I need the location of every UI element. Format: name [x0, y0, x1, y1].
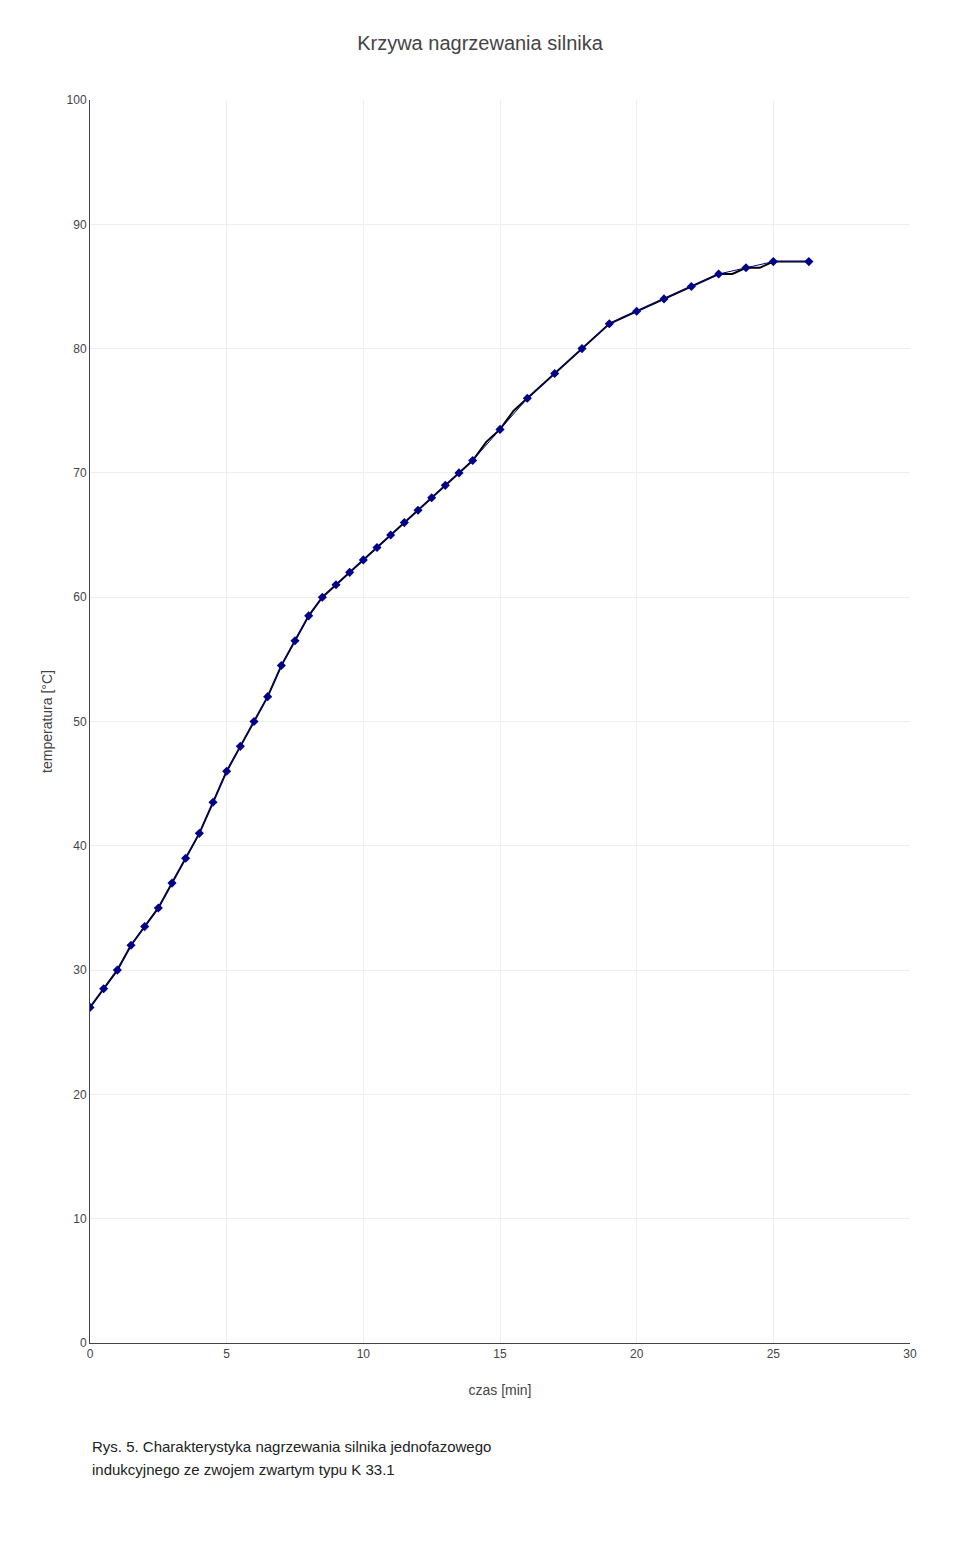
- svg-text:20: 20: [630, 1347, 644, 1361]
- svg-text:0: 0: [87, 1347, 94, 1361]
- svg-text:60: 60: [73, 590, 87, 604]
- svg-text:indukcyjnego ze zwojem zwartym: indukcyjnego ze zwojem zwartym typu K 33…: [92, 1461, 395, 1478]
- svg-text:10: 10: [73, 1212, 87, 1226]
- svg-text:25: 25: [767, 1347, 781, 1361]
- svg-text:0: 0: [80, 1336, 87, 1350]
- svg-text:50: 50: [73, 715, 87, 729]
- svg-text:20: 20: [73, 1088, 87, 1102]
- svg-text:Rys. 5. Charakterystyka nagrze: Rys. 5. Charakterystyka nagrzewania siln…: [92, 1438, 491, 1455]
- svg-text:90: 90: [73, 218, 87, 232]
- svg-text:30: 30: [73, 963, 87, 977]
- svg-text:temperatura [°C]: temperatura [°C]: [39, 670, 55, 773]
- svg-text:80: 80: [73, 342, 87, 356]
- svg-text:10: 10: [357, 1347, 371, 1361]
- svg-text:5: 5: [223, 1347, 230, 1361]
- svg-text:100: 100: [67, 93, 87, 107]
- svg-text:Krzywa nagrzewania silnika: Krzywa nagrzewania silnika: [357, 32, 604, 54]
- svg-text:30: 30: [903, 1347, 917, 1361]
- svg-text:40: 40: [73, 839, 87, 853]
- svg-text:70: 70: [73, 466, 87, 480]
- svg-text:czas [min]: czas [min]: [468, 1382, 531, 1398]
- svg-text:15: 15: [493, 1347, 507, 1361]
